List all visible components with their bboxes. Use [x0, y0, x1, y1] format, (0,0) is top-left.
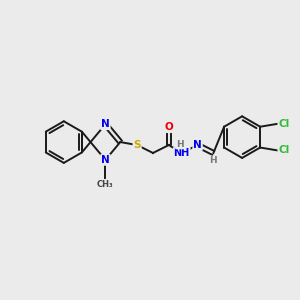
Text: Cl: Cl	[278, 146, 290, 155]
Text: NH: NH	[174, 148, 190, 158]
Text: O: O	[164, 122, 173, 132]
Text: Cl: Cl	[278, 119, 290, 129]
Text: N: N	[193, 140, 202, 150]
Text: H: H	[176, 140, 184, 148]
Text: N: N	[101, 119, 110, 129]
Text: CH₃: CH₃	[97, 180, 114, 189]
Text: H: H	[210, 156, 217, 165]
Text: S: S	[134, 140, 141, 150]
Text: N: N	[101, 155, 110, 165]
